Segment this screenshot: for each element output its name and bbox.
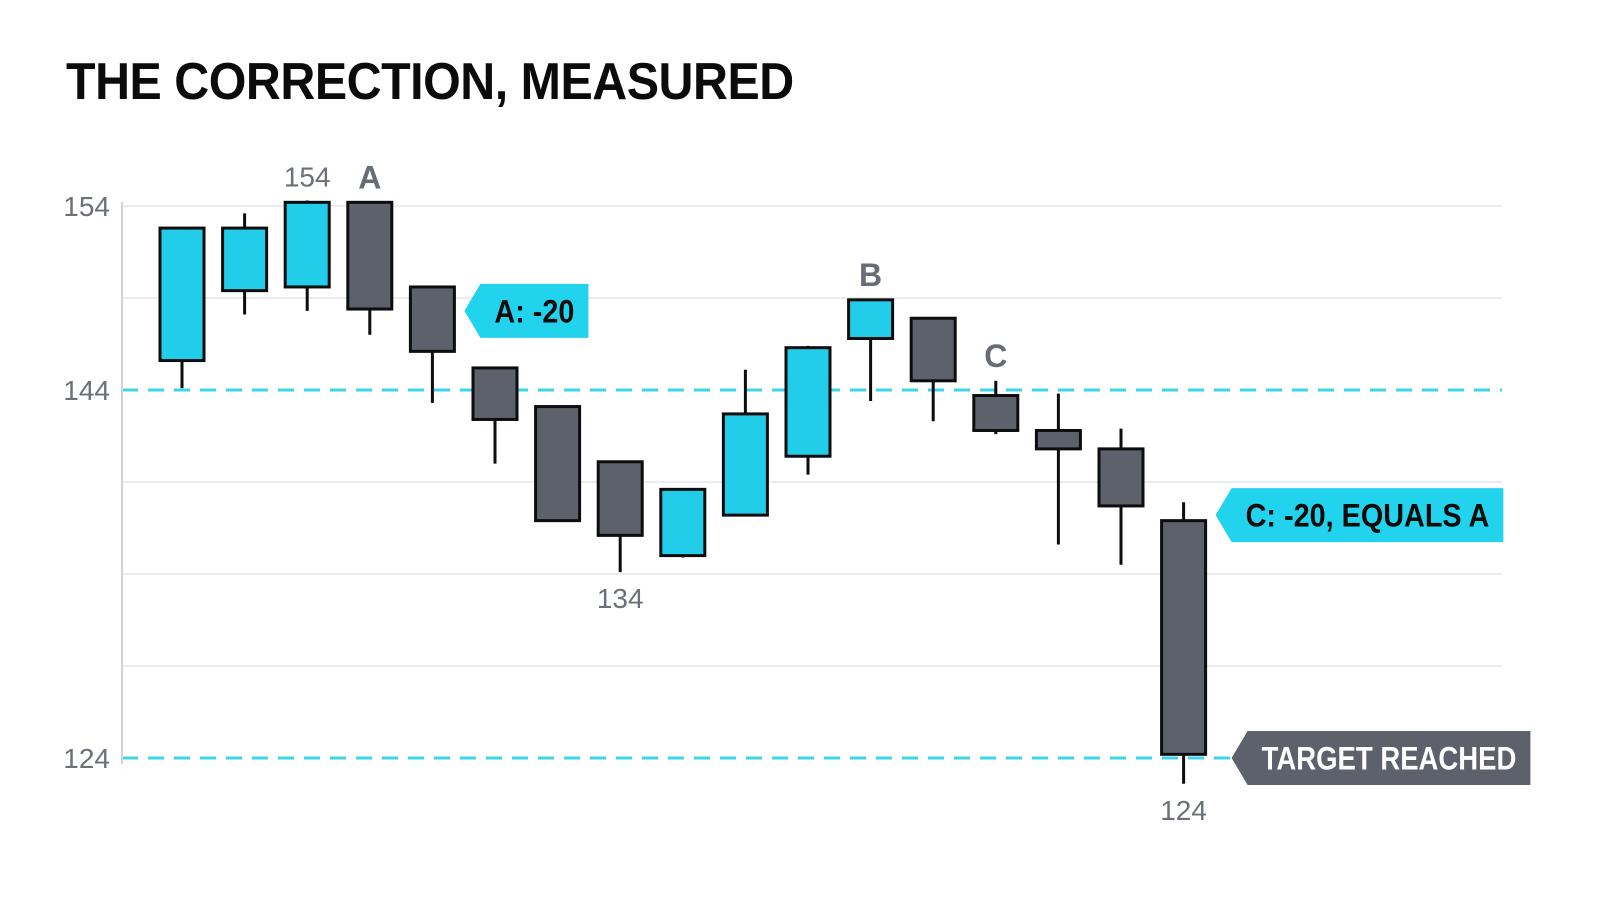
candle	[784, 345, 832, 475]
candle-body	[659, 487, 707, 558]
candle-body	[909, 316, 957, 383]
candle	[408, 285, 456, 403]
candle	[1097, 428, 1145, 565]
y-axis: 124 144 154	[63, 191, 123, 774]
candle	[847, 298, 895, 402]
candle-body	[1034, 428, 1082, 451]
candle	[1160, 502, 1208, 784]
candle	[471, 366, 519, 464]
candle	[596, 460, 644, 573]
wave-label: C	[984, 338, 1007, 374]
y-tick-label: 154	[63, 191, 110, 222]
callout-text: TARGET REACHED	[1262, 741, 1517, 777]
y-tick-label: 124	[63, 743, 110, 774]
candle-body	[721, 412, 769, 517]
callout-box	[1215, 488, 1504, 543]
candle	[158, 226, 206, 389]
candle-body	[847, 298, 895, 340]
candle-body	[221, 226, 269, 293]
candle	[909, 316, 957, 422]
callout-box	[464, 283, 589, 338]
candle-body	[784, 346, 832, 458]
chart-title: THE CORRECTION, MEASURED	[66, 53, 794, 111]
candle-body	[1160, 519, 1208, 756]
candle-body	[158, 226, 206, 363]
candle-body	[596, 460, 644, 537]
candles	[158, 200, 1208, 784]
wave-label: A	[358, 159, 381, 195]
candle-body	[1097, 447, 1145, 508]
callout-box	[1231, 731, 1531, 785]
callout-text: C: -20, EQUALS A	[1246, 498, 1490, 534]
price-point-label: 124	[1160, 795, 1207, 826]
candle	[1034, 393, 1082, 545]
candle	[283, 200, 331, 311]
candle	[972, 380, 1020, 435]
candle	[534, 405, 582, 523]
candle	[721, 369, 769, 517]
candle-body	[471, 366, 519, 421]
measure-callout: C: -20, EQUALS A	[1215, 488, 1504, 543]
candle-body	[534, 405, 582, 523]
annotations: A B C 154 134 124 A: -20 C: -20, EQUALS A TARGET…	[284, 159, 1531, 826]
candle-body	[408, 285, 456, 353]
candle	[221, 213, 269, 315]
candle-body	[283, 200, 331, 289]
target-callout: TARGET REACHED	[1231, 731, 1531, 785]
candle	[346, 200, 394, 335]
price-point-label: 134	[597, 583, 644, 614]
candle-body	[346, 200, 394, 311]
callout-text: A: -20	[494, 293, 574, 329]
candle-body	[972, 394, 1020, 432]
measure-callout: A: -20	[464, 283, 589, 338]
y-tick-label: 144	[63, 375, 110, 406]
price-point-label: 154	[284, 161, 331, 192]
candle	[659, 487, 707, 558]
wave-label: B	[859, 257, 882, 293]
